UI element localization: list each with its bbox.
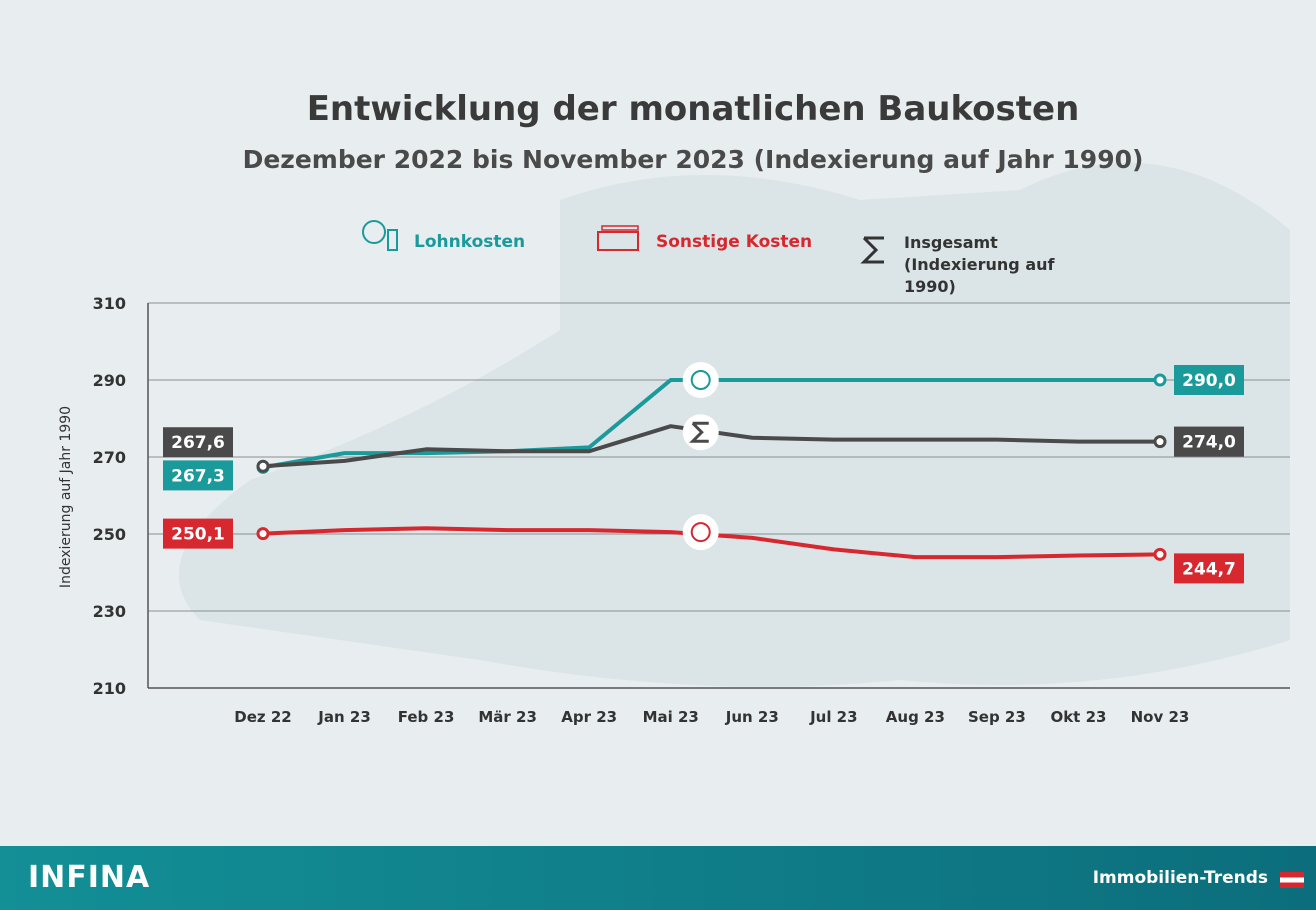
y-tick-label: 310: [93, 294, 126, 313]
plot: 210 230 250 270 290 310 Dez 22 Jan 23 Feb 23 Mär …: [93, 294, 1290, 726]
value-label: 274,0: [1182, 433, 1236, 453]
value-label-box: [163, 460, 233, 491]
x-tick-label: Jul 23: [809, 708, 858, 726]
series-icon-glyph: [690, 522, 711, 543]
x-tick-label: Mai 23: [643, 708, 699, 726]
value-label: 267,6: [171, 433, 225, 453]
point: [256, 527, 270, 541]
y-tick-label: 290: [93, 371, 126, 390]
x-tick-label: Jun 23: [725, 708, 779, 726]
y-tick-label: 250: [93, 525, 126, 544]
value-label: 290,0: [1182, 371, 1236, 391]
value-label-box: [163, 427, 233, 458]
point: [1153, 547, 1167, 561]
series-icon-glyph: [690, 370, 711, 390]
value-label: 267,3: [171, 466, 225, 486]
x-tick-label: Dez 22: [234, 708, 291, 726]
series-icon: [682, 514, 719, 551]
value-label-box: [1174, 365, 1244, 395]
y-tick-label: 210: [93, 679, 126, 698]
x-tick-label: Jan 23: [317, 708, 370, 726]
value-label-box: [1174, 426, 1244, 457]
chart-title: Entwicklung der monatlichen Baukosten: [307, 89, 1080, 129]
legend-label: Lohnkosten: [414, 232, 526, 252]
point: [256, 459, 270, 473]
x-tick-label: Mär 23: [478, 708, 537, 726]
brand: Immobilien-Trends: [1092, 868, 1268, 888]
y-tick-label: 230: [93, 602, 126, 621]
series-icon-glyph: [689, 421, 709, 443]
x-tick-label: Feb 23: [398, 708, 455, 726]
flag: [1280, 872, 1304, 888]
x-tick-label: Okt 23: [1050, 708, 1106, 726]
point: [1153, 373, 1167, 387]
series-icon: [682, 362, 719, 398]
legend-label: Insgesamt (Indexierung auf 1990): [904, 233, 1055, 296]
chart-subtitle: Dezember 2022 bis November 2023 (Indexie…: [243, 145, 1144, 174]
legend-icon: [597, 225, 639, 251]
value-label: 250,1: [171, 525, 225, 545]
footer: INFINA Immobilien-Trends: [0, 846, 1316, 910]
legend-icon: [362, 220, 398, 251]
legend-label: Sonstige Kosten: [656, 232, 813, 252]
value-label: 244,7: [1182, 559, 1236, 579]
x-tick-label: Apr 23: [561, 708, 617, 726]
logo: INFINA: [28, 860, 151, 895]
point: [1153, 435, 1167, 449]
y-tick-label: 270: [93, 448, 126, 467]
chart: Entwicklung der monatlichen Baukosten De…: [58, 89, 1291, 726]
value-label-box: [163, 518, 233, 549]
x-tick-label: Aug 23: [886, 708, 945, 726]
x-tick-label: Sep 23: [968, 708, 1026, 726]
value-label-box: [1174, 553, 1244, 584]
y-axis-label: Indexierung auf Jahr 1990: [58, 406, 74, 588]
legend-icon: [860, 236, 884, 264]
x-tick-label: Nov 23: [1131, 708, 1190, 726]
